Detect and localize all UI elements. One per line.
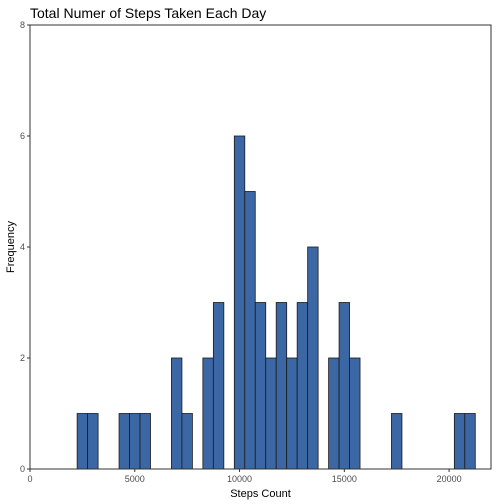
x-axis: 0 5000 10000 15000 20000 <box>27 469 462 484</box>
histogram-bar-6 <box>181 413 193 470</box>
histogram-bar-11 <box>254 302 267 470</box>
histogram-bar-20 <box>391 413 403 470</box>
histogram-bar-10 <box>244 191 256 470</box>
y-axis-title: Frequency <box>5 221 17 273</box>
bars-layer <box>76 135 476 470</box>
chart-title: Total Numer of Steps Taken Each Day <box>30 5 266 21</box>
x-tick-label: 0 <box>27 474 32 484</box>
histogram-bar-22 <box>464 413 476 470</box>
histogram-bar-17 <box>328 357 340 470</box>
y-tick-label: 4 <box>20 242 25 252</box>
histogram-bar-19 <box>349 357 361 470</box>
histogram-bar-9 <box>233 135 246 470</box>
histogram-bar-8 <box>212 302 225 470</box>
histogram-bar-21 <box>453 413 466 470</box>
histogram-bar-18 <box>338 302 350 470</box>
histogram-bar-12 <box>265 357 277 470</box>
histogram-bar-13 <box>275 302 288 470</box>
y-tick-label: 2 <box>20 353 25 363</box>
histogram-bar-5 <box>171 357 183 470</box>
histogram-bar-16 <box>307 246 319 470</box>
histogram-bar-7 <box>202 357 214 470</box>
plot-frame <box>29 24 492 470</box>
x-axis-title: Steps Count <box>230 488 291 500</box>
x-tick-label: 15000 <box>332 474 357 484</box>
histogram-bar-3 <box>129 413 141 470</box>
histogram-bar-15 <box>296 302 309 470</box>
histogram-bar-2 <box>118 413 130 470</box>
y-tick-label: 8 <box>20 20 25 30</box>
x-tick-label: 5000 <box>125 474 145 484</box>
y-tick-label: 0 <box>20 464 25 474</box>
histogram-bar-0 <box>76 413 89 470</box>
y-tick-label: 6 <box>20 131 25 141</box>
histogram-bar-4 <box>139 413 151 470</box>
histogram-bar-1 <box>87 413 99 470</box>
x-tick-label: 10000 <box>227 474 252 484</box>
histogram-bar-14 <box>286 357 298 470</box>
y-axis: 0 2 4 6 8 <box>20 20 30 474</box>
x-tick-label: 20000 <box>437 474 462 484</box>
